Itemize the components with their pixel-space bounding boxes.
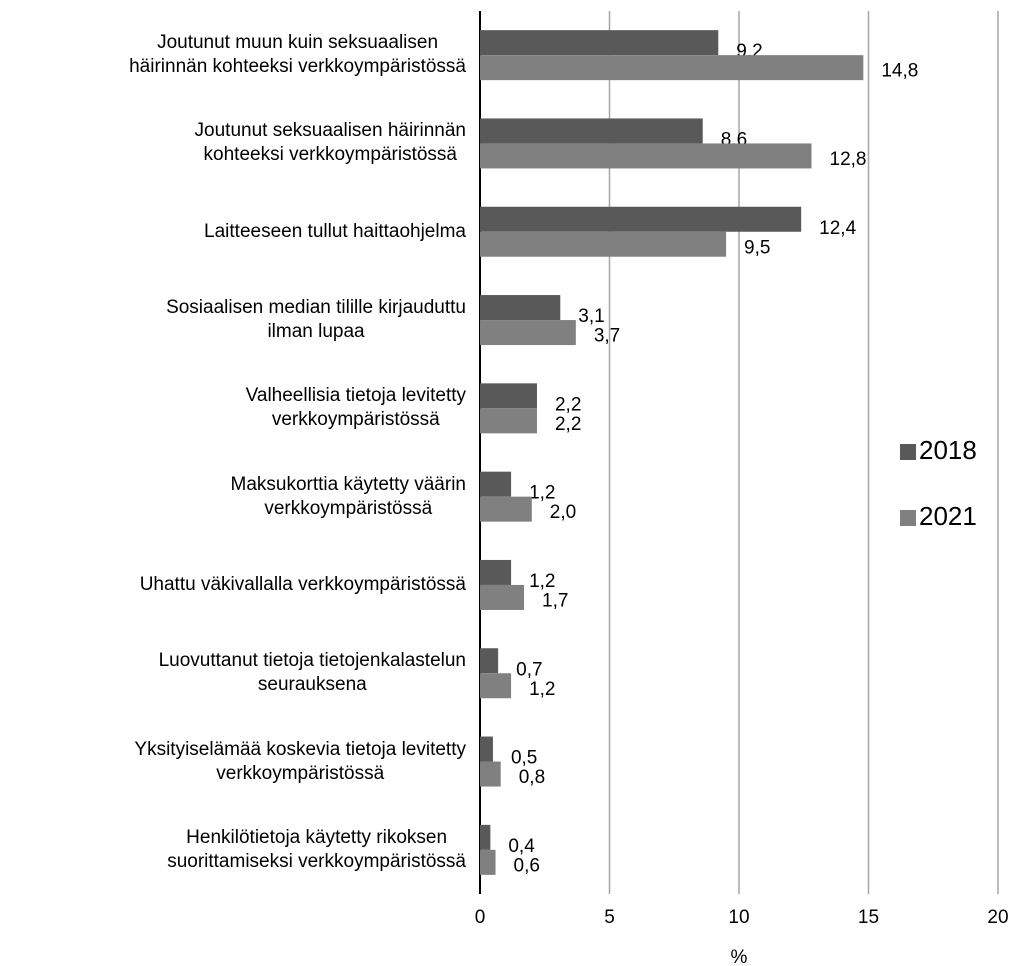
- bar: [480, 736, 493, 762]
- data-label: 9,5: [744, 237, 770, 258]
- x-tick-label: 5: [604, 907, 615, 928]
- category-label: Joutunut muun kuin seksuaalisen häirinnä…: [129, 32, 466, 78]
- data-label: 0,5: [511, 748, 537, 769]
- bar: [480, 55, 864, 81]
- bar: [480, 383, 537, 409]
- category-label: Yksityiselämää koskevia tietoja levitett…: [134, 738, 466, 784]
- data-label: 12,4: [819, 218, 856, 239]
- legend-label: 2018: [919, 435, 977, 465]
- bar: [480, 231, 727, 257]
- data-label: 2,0: [550, 502, 576, 523]
- data-label: 2,2: [555, 394, 581, 415]
- category-label: Valheellisia tietoja levitetty verkkoymp…: [245, 385, 466, 431]
- data-label: 1,2: [529, 483, 555, 504]
- x-tick-label: 0: [475, 907, 486, 928]
- legend-swatch: [900, 510, 916, 526]
- bar: [480, 30, 719, 56]
- data-label: 12,8: [830, 149, 867, 170]
- data-label: 3,1: [578, 306, 604, 327]
- category-label: Laitteeseen tullut haittaohjelma: [204, 220, 466, 242]
- data-label: 1,7: [542, 590, 568, 611]
- category-label: Henkilötietoja käytetty rikoksen suoritt…: [167, 826, 466, 872]
- category-label: Joutunut seksuaalisen häirinnän kohteeks…: [194, 120, 466, 166]
- bar: [480, 471, 512, 497]
- data-label: 0,8: [519, 767, 545, 788]
- bar: [480, 295, 561, 321]
- bar: [480, 648, 499, 674]
- category-label: Uhattu väkivallalla verkkoympäristössä: [139, 573, 466, 595]
- bar: [480, 408, 537, 434]
- bar: [480, 673, 512, 699]
- x-tick-label: 20: [987, 907, 1008, 928]
- category-label: Luovuttanut tietoja tietojenkalastelun s…: [158, 650, 466, 696]
- data-label: 1,2: [529, 571, 555, 592]
- data-label: 2,2: [555, 414, 581, 435]
- x-axis-label: %: [731, 947, 748, 966]
- bar: [480, 320, 576, 346]
- legend-label: 2021: [919, 501, 977, 531]
- bar: [480, 206, 802, 232]
- bar: [480, 118, 703, 144]
- data-label: 0,6: [514, 855, 540, 876]
- data-label: 1,2: [529, 679, 555, 700]
- category-label: Sosiaalisen median tilille kirjauduttu i…: [166, 297, 466, 343]
- data-label: 0,7: [516, 659, 542, 680]
- bar: [480, 824, 491, 850]
- x-tick-label: 10: [728, 907, 749, 928]
- data-label: 0,4: [508, 836, 535, 857]
- data-label: 14,8: [881, 61, 918, 82]
- legend-swatch: [900, 444, 916, 460]
- bar: [480, 496, 532, 522]
- bar: [480, 584, 525, 610]
- x-tick-label: 15: [858, 907, 879, 928]
- bar: [480, 849, 496, 875]
- bar: [480, 761, 501, 787]
- category-label: Maksukorttia käytetty väärin verkkoympär…: [230, 473, 466, 519]
- bar: [480, 559, 512, 585]
- data-label: 3,7: [594, 326, 620, 347]
- bar: [480, 143, 812, 169]
